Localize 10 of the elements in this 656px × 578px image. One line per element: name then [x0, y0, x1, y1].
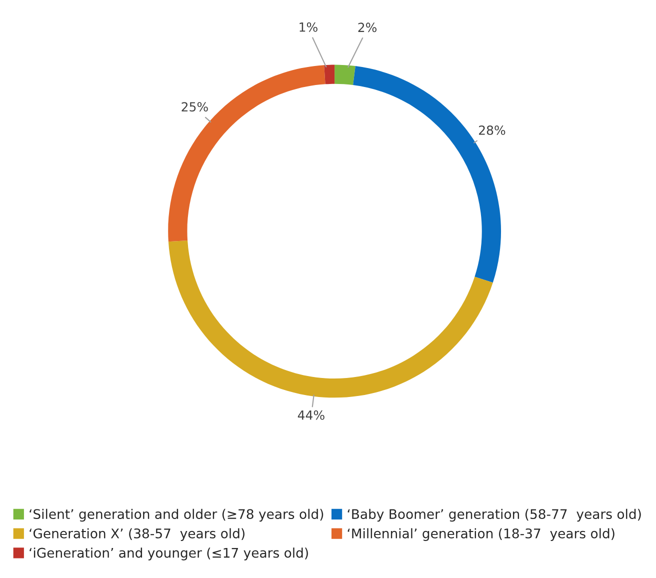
legend-label: ‘iGeneration’ and younger (≤17 years old): [30, 548, 308, 560]
data-label: 2%: [358, 22, 377, 32]
data-label: 25%: [182, 102, 208, 112]
data-label: 28%: [479, 125, 506, 135]
data-label: 44%: [298, 410, 324, 420]
data-label: 1%: [300, 22, 318, 32]
legend-label: ‘Silent’ generation and older (≥78 years old): [30, 508, 324, 522]
legend-label: ‘Generation X’ (38-57 years old): [30, 528, 244, 541]
legend-label: ‘Baby Boomer’ generation (58-77 years old): [348, 508, 641, 522]
legend-label: ‘Millennial’ generation (18-37 years old): [348, 528, 614, 541]
